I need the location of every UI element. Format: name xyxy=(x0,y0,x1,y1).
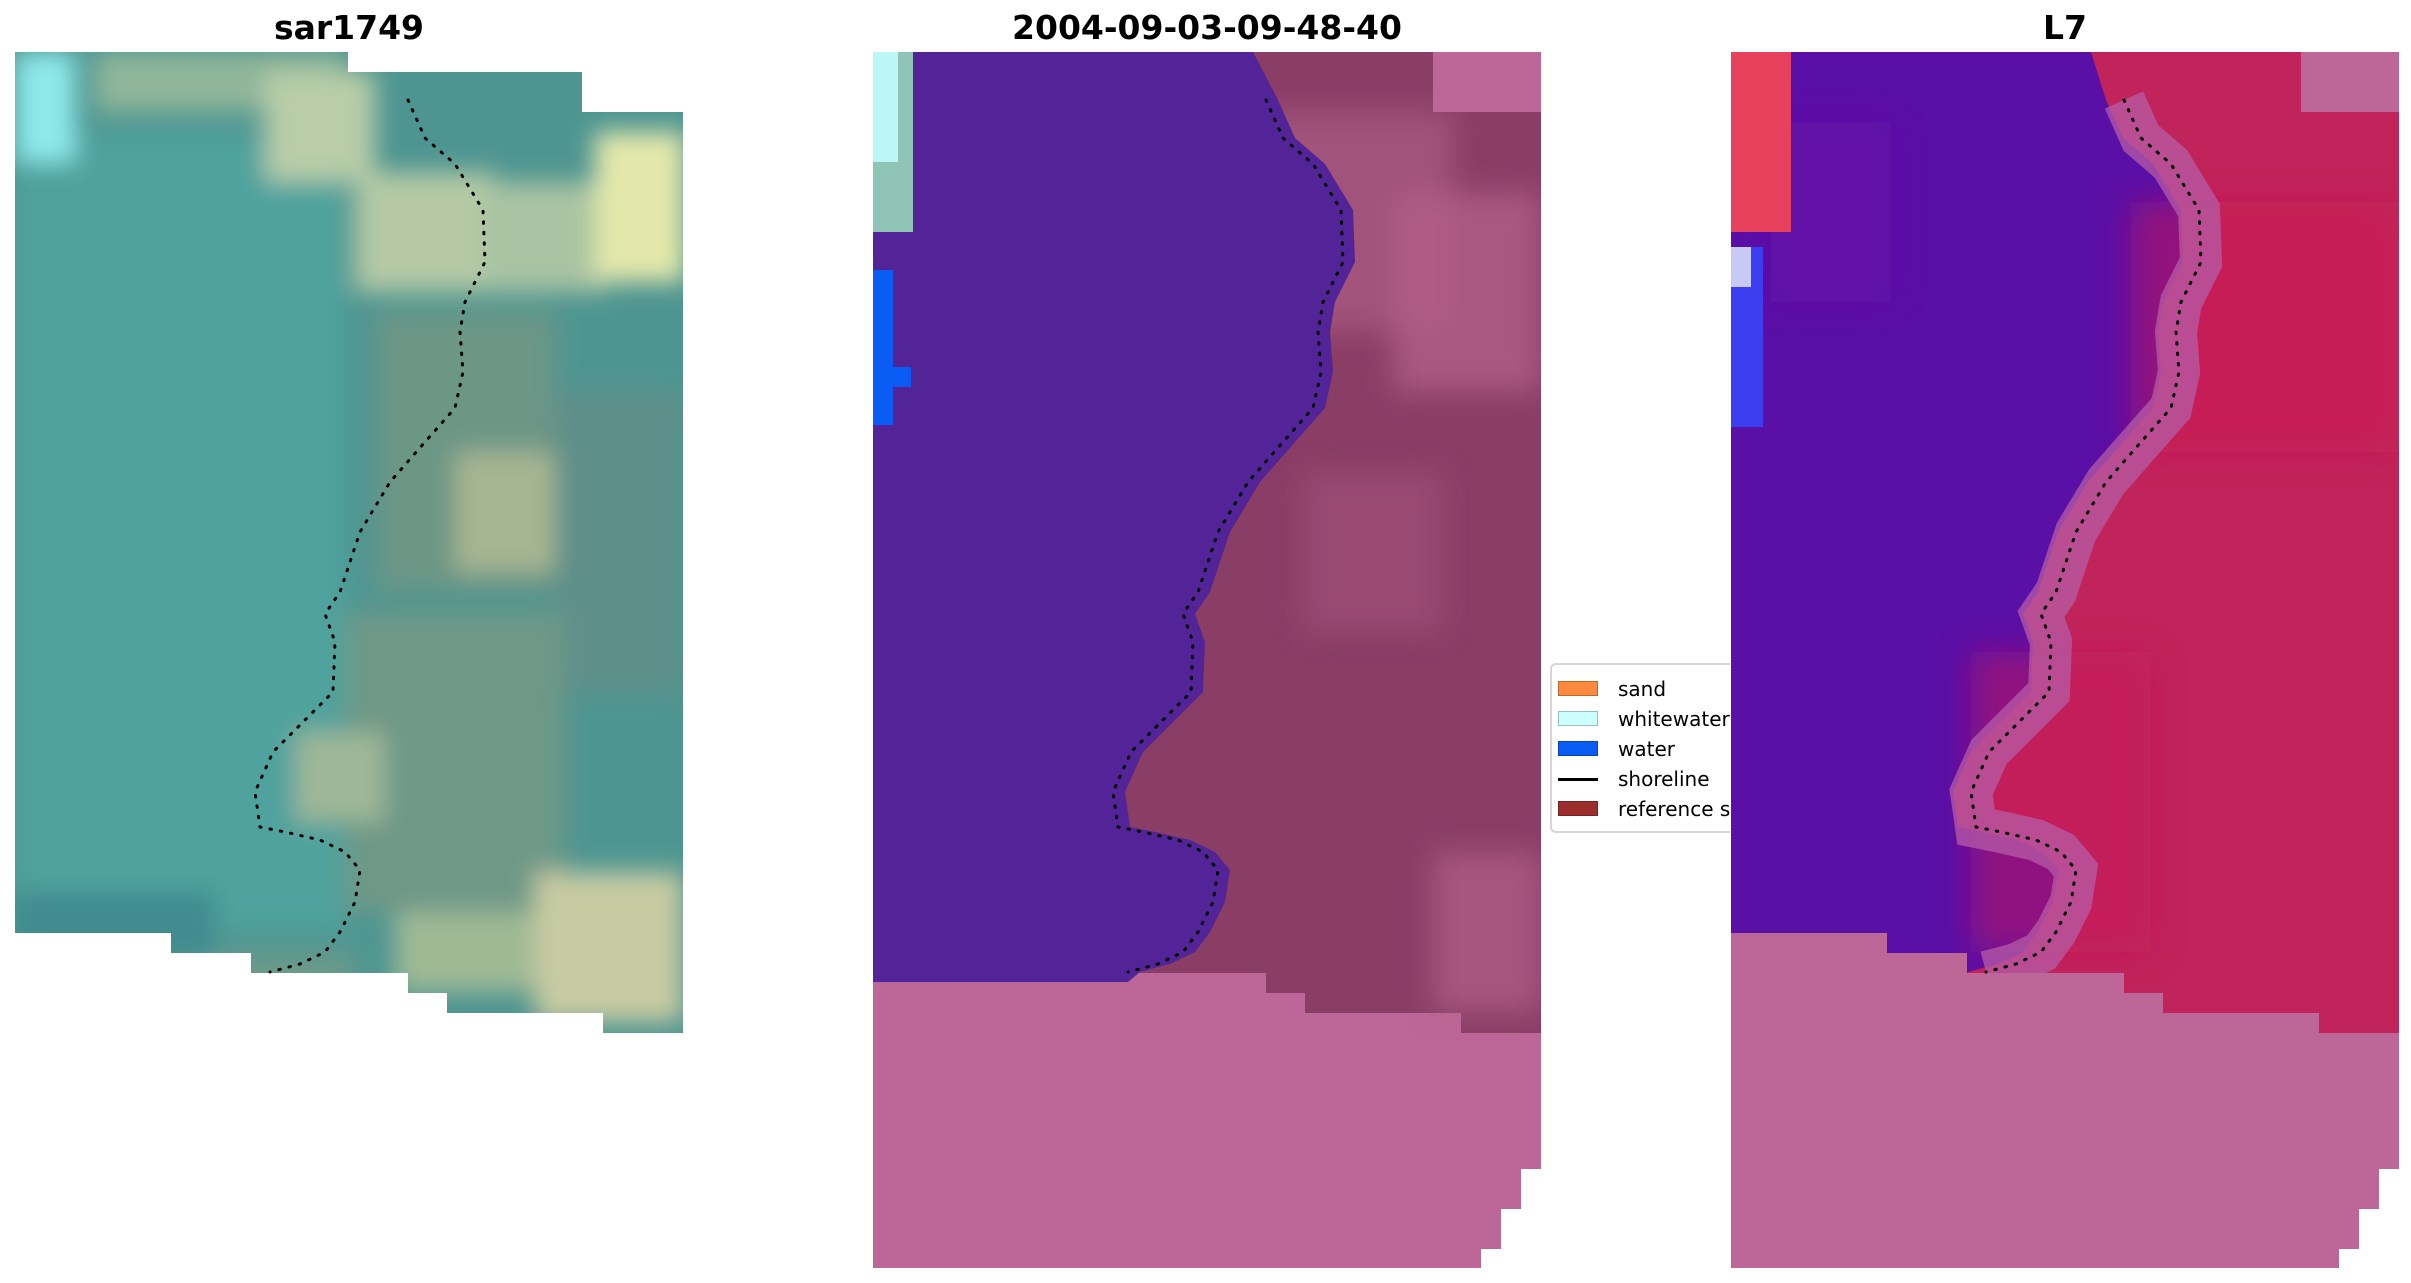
legend-swatch-whitewater xyxy=(1558,711,1598,726)
legend-swatch-sand xyxy=(1558,681,1598,696)
water-edge-light xyxy=(1731,247,1751,287)
legend-swatch-reference-shoreline xyxy=(1558,801,1598,816)
index-image-panel xyxy=(1731,52,2399,1268)
bright-edge xyxy=(1731,52,1791,232)
panel-title-classified: 2004-09-03-09-48-40 xyxy=(1012,8,1402,47)
panel-title-mndwi: L7 xyxy=(2043,8,2087,47)
legend-label-shoreline: shoreline xyxy=(1618,767,1710,791)
rgb-image-panel xyxy=(15,52,683,1033)
legend-swatch-water xyxy=(1558,741,1598,756)
legend-line-shoreline xyxy=(1558,778,1598,781)
nodata-corner xyxy=(1433,52,1541,112)
legend-label-sand: sand xyxy=(1618,677,1667,701)
water-class-region xyxy=(873,52,1355,982)
rgb-image xyxy=(15,52,683,1033)
water-pixels xyxy=(873,270,893,425)
panel-title-rgb: sar1749 xyxy=(273,8,425,47)
classified-image-panel xyxy=(873,52,1541,1268)
legend-label-whitewater: whitewater xyxy=(1618,707,1730,731)
nodata-corner xyxy=(2301,52,2399,112)
legend-label-water: water xyxy=(1618,737,1675,761)
legend: sand whitewater water shoreline referenc… xyxy=(1550,663,1730,833)
water-pixels-extra xyxy=(893,367,911,387)
whitewater-pixels xyxy=(873,52,898,162)
legend-label-reference-shoreline: reference shoreline xyxy=(1618,797,1730,821)
